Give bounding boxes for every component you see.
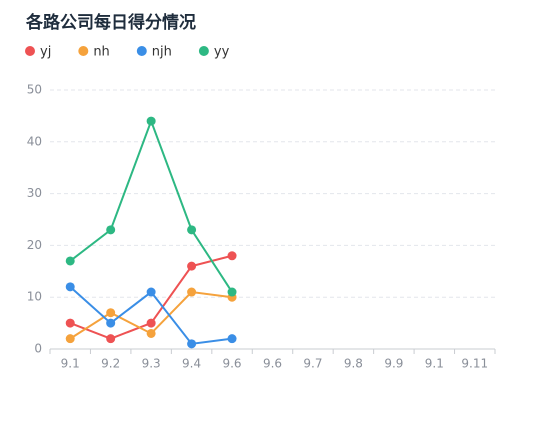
x-tick-label: 9.11 bbox=[461, 357, 488, 371]
legend-marker bbox=[25, 46, 35, 56]
legend-marker bbox=[198, 46, 209, 56]
legend-label: njh bbox=[152, 45, 172, 60]
y-tick-label: 40 bbox=[27, 134, 42, 148]
y-tick-label: 0 bbox=[34, 342, 42, 356]
data-point bbox=[106, 318, 116, 328]
legend-marker bbox=[78, 46, 89, 56]
x-tick-label: 9.1 bbox=[425, 357, 444, 371]
series-line bbox=[69, 118, 233, 293]
data-point bbox=[187, 261, 197, 271]
data-point bbox=[227, 287, 237, 297]
data-point bbox=[146, 318, 156, 328]
x-tick-label: 9.1 bbox=[61, 357, 80, 371]
data-point bbox=[106, 334, 116, 344]
chart-title: 各路公司每日得分情况 bbox=[25, 12, 196, 33]
x-tick-label: 9.8 bbox=[344, 357, 363, 371]
y-tick-label: 20 bbox=[27, 238, 42, 252]
data-point bbox=[65, 282, 75, 292]
data-point bbox=[146, 116, 156, 126]
y-tick-label: 50 bbox=[27, 83, 42, 97]
data-point bbox=[187, 287, 197, 297]
x-tick-label: 9.3 bbox=[142, 357, 161, 371]
data-point bbox=[187, 225, 197, 235]
x-tick-label: 9.9 bbox=[384, 357, 403, 371]
legend-label: yj bbox=[40, 45, 51, 60]
data-point bbox=[65, 318, 75, 328]
legend-marker bbox=[136, 46, 147, 56]
legend-label: yy bbox=[214, 45, 230, 60]
y-tick-label: 30 bbox=[27, 186, 42, 200]
data-point bbox=[106, 225, 116, 235]
data-point bbox=[227, 251, 237, 261]
x-tick-label: 9.6 bbox=[222, 357, 241, 371]
data-point bbox=[106, 308, 116, 318]
data-point bbox=[65, 334, 75, 344]
x-tick-label: 9.2 bbox=[101, 357, 120, 371]
y-tick-label: 10 bbox=[27, 290, 42, 304]
legend-label: nh bbox=[93, 45, 109, 60]
x-tick-label: 9.7 bbox=[303, 357, 322, 371]
data-point bbox=[146, 328, 156, 338]
x-tick-label: 9.6 bbox=[263, 357, 282, 371]
data-point bbox=[227, 334, 237, 344]
x-tick-label: 9.4 bbox=[182, 357, 201, 371]
data-point bbox=[146, 287, 156, 297]
data-point bbox=[187, 339, 197, 349]
data-point bbox=[65, 256, 75, 266]
